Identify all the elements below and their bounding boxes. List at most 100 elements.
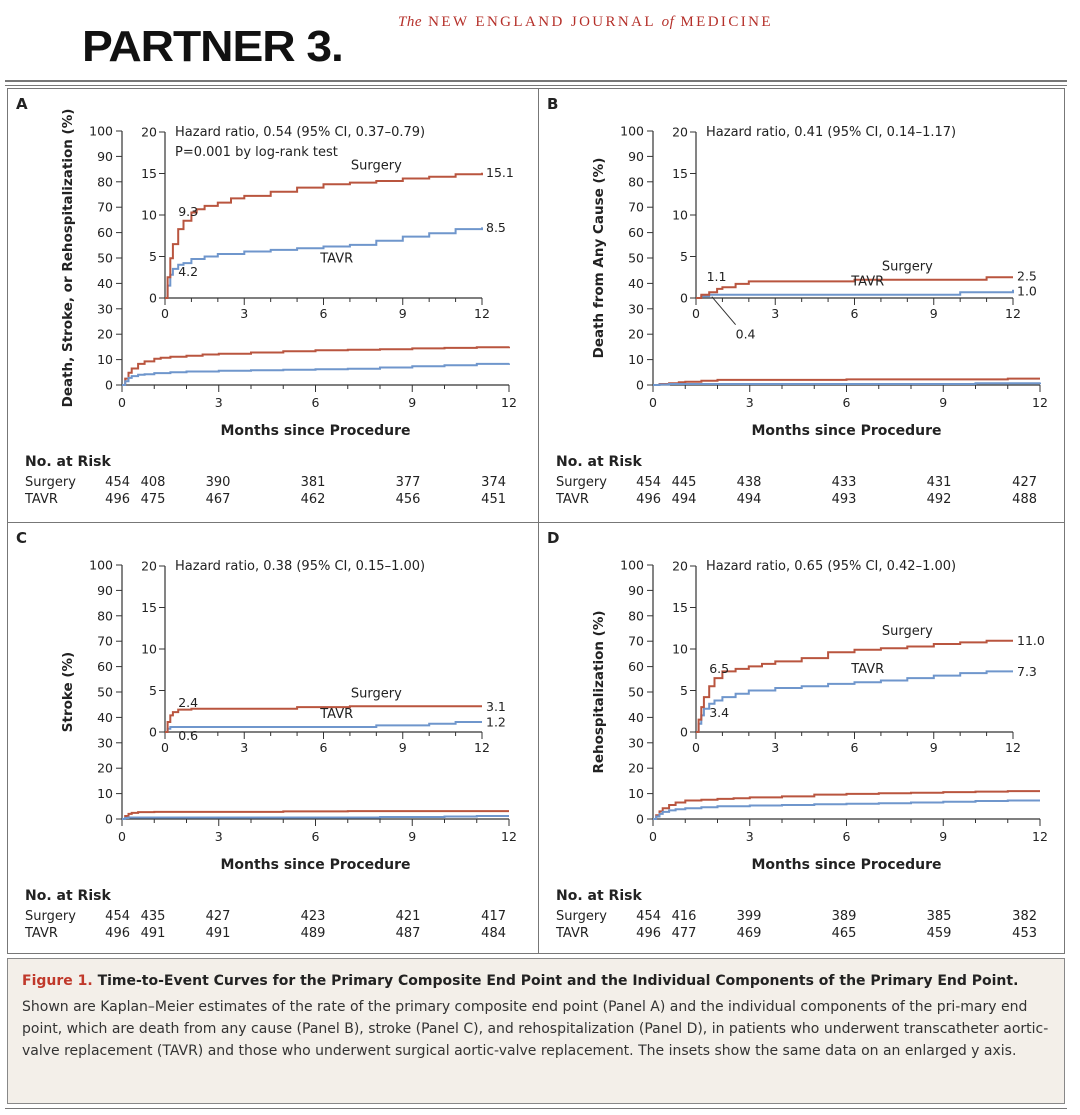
inset-y-tick-label: 5 — [680, 249, 688, 264]
main-x-tick-label: 0 — [118, 395, 126, 410]
grid-hline — [8, 522, 1064, 523]
surgery-series-label: Surgery — [882, 260, 933, 275]
main-line-tavr — [122, 815, 509, 820]
surgery-1mo-value: 2.4 — [178, 695, 198, 710]
inset-x-tick-label: 6 — [851, 740, 859, 755]
main-y-tick-label: 60 — [628, 659, 644, 674]
inset-line-surgery — [165, 172, 483, 299]
journal-of: of — [661, 14, 675, 30]
main-x-tick-label: 3 — [215, 829, 223, 844]
main-y-tick-label: 60 — [97, 225, 113, 240]
inset-y-tick-label: 10 — [141, 208, 157, 223]
journal-title: The NEW ENGLAND JOURNAL of MEDICINE — [398, 14, 773, 31]
caption-body: Shown are Kaplan–Meier estimates of the … — [22, 999, 1049, 1059]
hazard-ratio-text: Hazard ratio, 0.41 (95% CI, 0.14–1.17) — [706, 125, 956, 140]
inset-x-tick-label: 9 — [399, 306, 407, 321]
main-y-tick-label: 50 — [97, 685, 113, 700]
inset-y-tick-label: 15 — [672, 600, 688, 615]
main-x-tick-label: 0 — [649, 829, 657, 844]
main-line-surgery — [122, 346, 510, 386]
main-y-tick-label: 90 — [97, 149, 113, 164]
inset-y-tick-label: 5 — [149, 249, 157, 264]
tavr-end-value: 7.3 — [1017, 664, 1037, 679]
main-y-tick-label: 0 — [105, 378, 113, 393]
inset-x-tick-label: 12 — [1005, 306, 1021, 321]
risk-count-surgery: 377 — [396, 475, 421, 490]
tavr-1mo-value: 0.4 — [736, 327, 756, 342]
inset-x-tick-label: 9 — [930, 306, 938, 321]
surgery-1mo-value: 1.1 — [707, 269, 727, 284]
inset-line-surgery — [696, 639, 1013, 733]
main-y-tick-label: 40 — [97, 276, 113, 291]
risk-count-tavr: 456 — [396, 492, 421, 507]
main-y-tick-label: 10 — [628, 352, 644, 367]
inset-y-tick-label: 0 — [149, 725, 157, 740]
risk-count-surgery: 435 — [141, 909, 166, 924]
main-x-tick-label: 3 — [746, 395, 754, 410]
main-x-tick-label: 9 — [939, 829, 947, 844]
caption-title: Figure 1. Time-to-Event Curves for the P… — [22, 973, 1050, 989]
main-y-tick-label: 60 — [97, 659, 113, 674]
tavr-end-value: 1.2 — [486, 715, 506, 730]
main-y-tick-label: 30 — [97, 301, 113, 316]
surgery-series-label: Surgery — [351, 686, 402, 701]
main-x-tick-label: 6 — [843, 829, 851, 844]
tavr-1mo-value: 0.6 — [178, 728, 198, 743]
main-x-tick-label: 9 — [939, 395, 947, 410]
risk-count-tavr: 484 — [481, 926, 506, 941]
main-x-tick-label: 6 — [312, 395, 320, 410]
main-y-tick-label: 100 — [620, 558, 644, 573]
main-x-tick-label: 6 — [843, 395, 851, 410]
risk-count-tavr: 496 — [636, 492, 661, 507]
inset-x-tick-label: 0 — [692, 306, 700, 321]
main-y-tick-label: 20 — [97, 327, 113, 342]
inset-y-tick-label: 10 — [672, 642, 688, 657]
risk-row-label-surgery: Surgery — [25, 909, 76, 924]
risk-count-tavr: 496 — [105, 492, 130, 507]
risk-count-surgery: 438 — [737, 475, 762, 490]
risk-count-surgery: 454 — [636, 909, 661, 924]
hazard-ratio-text: P=0.001 by log-rank test — [175, 145, 338, 160]
risk-row-label-surgery: Surgery — [556, 475, 607, 490]
risk-count-surgery: 427 — [1012, 475, 1037, 490]
risk-count-surgery: 381 — [301, 475, 326, 490]
x-axis-title: Months since Procedure — [751, 857, 941, 873]
inset-x-tick-label: 3 — [771, 306, 779, 321]
main-y-tick-label: 50 — [97, 251, 113, 266]
risk-count-surgery: 454 — [105, 475, 130, 490]
inset-y-tick-label: 5 — [149, 683, 157, 698]
inset-x-tick-label: 0 — [161, 306, 169, 321]
risk-count-surgery: 389 — [832, 909, 857, 924]
main-y-tick-label: 50 — [628, 251, 644, 266]
main-line-tavr — [122, 362, 510, 386]
inset-x-tick-label: 9 — [399, 740, 407, 755]
hazard-ratio-text: Hazard ratio, 0.54 (95% CI, 0.37–0.79) — [175, 125, 425, 140]
surgery-1mo-value: 9.3 — [178, 204, 198, 219]
inset-y-tick-label: 0 — [149, 291, 157, 306]
risk-row-label-surgery: Surgery — [25, 475, 76, 490]
main-y-tick-label: 80 — [628, 174, 644, 189]
inset-y-tick-label: 10 — [672, 208, 688, 223]
main-line-surgery — [653, 790, 1040, 820]
risk-count-surgery: 385 — [927, 909, 952, 924]
main-y-tick-label: 0 — [105, 812, 113, 827]
journal-medicine: MEDICINE — [680, 14, 773, 30]
risk-count-tavr: 465 — [832, 926, 857, 941]
main-x-tick-label: 12 — [1032, 395, 1048, 410]
risk-count-tavr: 494 — [737, 492, 762, 507]
risk-count-tavr: 469 — [737, 926, 762, 941]
top-rule-thin — [5, 85, 1067, 86]
panel-letter: A — [16, 95, 28, 113]
inset-y-tick-label: 15 — [141, 600, 157, 615]
inset-x-tick-label: 3 — [240, 306, 248, 321]
risk-count-surgery: 374 — [481, 475, 506, 490]
inset-line-tavr — [696, 289, 1014, 299]
risk-count-tavr: 459 — [927, 926, 952, 941]
risk-count-tavr: 496 — [636, 926, 661, 941]
y-axis-title: Rehospitalization (%) — [591, 610, 607, 773]
tavr-1mo-value: 4.2 — [178, 264, 198, 279]
main-x-tick-label: 12 — [501, 829, 517, 844]
risk-count-surgery: 454 — [105, 909, 130, 924]
